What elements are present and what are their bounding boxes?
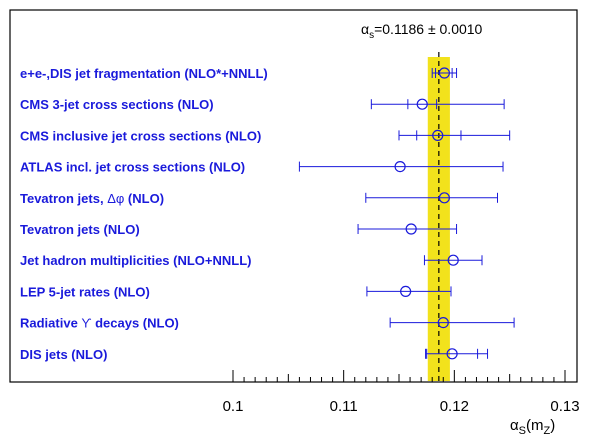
data-point	[416, 98, 428, 110]
measurement-row	[423, 254, 483, 266]
measurement-row	[431, 67, 458, 79]
measurement-row	[398, 129, 511, 141]
measurement-row	[425, 348, 489, 360]
x-axis-title: αS(mZ)	[510, 417, 555, 437]
measurement-label: Jet hadron multiplicities (NLO+NNLL)	[20, 253, 252, 268]
measurement-label: e+e-,DIS jet fragmentation (NLO*+NNLL)	[20, 66, 268, 81]
data-point	[394, 161, 406, 173]
measurement-row	[366, 285, 452, 297]
text-layer: e+e-,DIS jet fragmentation (NLO*+NNLL) CM…	[20, 21, 483, 362]
measurement-label: DIS jets (NLO)	[20, 347, 107, 362]
x-axis: 0.1 0.11 0.12 0.13 αS(mZ)	[223, 370, 580, 437]
data-point	[400, 285, 412, 297]
measurement-label: Radiative ϒ decays (NLO)	[20, 316, 179, 331]
measurement-label: CMS inclusive jet cross sections (NLO)	[20, 128, 261, 143]
x-tick-label: 0.1	[223, 398, 244, 415]
data-point	[447, 254, 459, 266]
average-label: αs=0.1186 ± 0.0010	[361, 21, 483, 41]
measurement-label: CMS 3-jet cross sections (NLO)	[20, 97, 214, 112]
average-band-layer	[427, 52, 450, 381]
data-point	[405, 223, 417, 235]
measurement-label: Tevatron jets, Δφ (NLO)	[20, 191, 164, 206]
measurement-row	[298, 161, 504, 173]
measurement-row	[365, 192, 498, 204]
data-point	[438, 67, 450, 79]
measurement-row	[357, 223, 458, 235]
x-tick-label: 0.11	[330, 398, 358, 415]
data-point	[437, 317, 449, 329]
data-point	[446, 348, 458, 360]
measurement-row	[389, 317, 515, 329]
measurement-label: LEP 5-jet rates (NLO)	[20, 284, 150, 299]
data-point	[432, 129, 444, 141]
measurement-row	[370, 98, 505, 110]
measurement-label: Tevatron jets (NLO)	[20, 222, 140, 237]
data-point	[438, 192, 450, 204]
x-tick-label: 0.13	[550, 398, 579, 415]
measurement-rows	[298, 67, 515, 360]
x-tick-label: 0.12	[440, 398, 469, 415]
measurement-label: ATLAS incl. jet cross sections (NLO)	[20, 160, 245, 175]
